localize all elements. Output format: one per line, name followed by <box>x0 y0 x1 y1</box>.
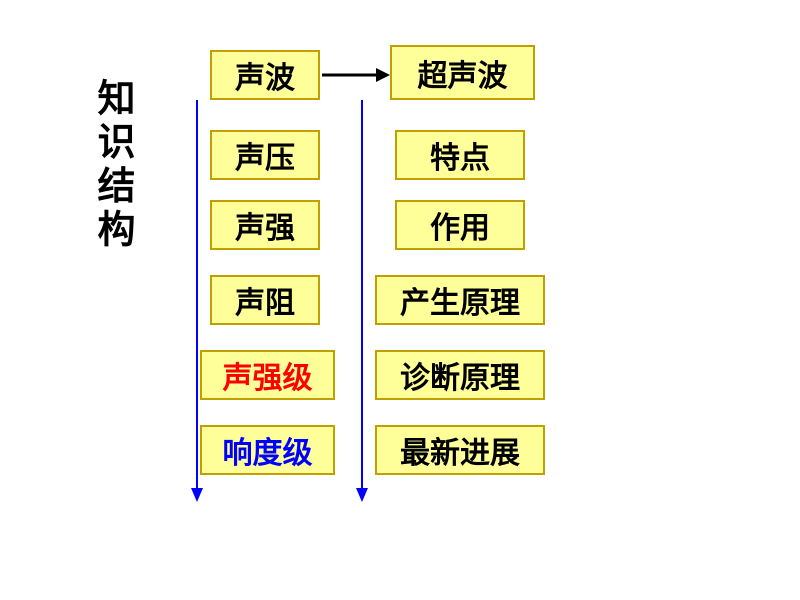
node-shengqiang: 声强 <box>210 200 320 250</box>
node-shengbo: 声波 <box>210 50 320 100</box>
node-chaoshengbo: 超声波 <box>390 45 535 100</box>
node-zuoyong: 作用 <box>395 200 525 250</box>
node-tedian: 特点 <box>395 130 525 180</box>
node-zuixin: 最新进展 <box>375 425 545 475</box>
node-shengqiangji: 声强级 <box>200 350 335 400</box>
node-shengya: 声压 <box>210 130 320 180</box>
node-xiangduji: 响度级 <box>200 425 335 475</box>
node-shengzu: 声阻 <box>210 275 320 325</box>
page-title: 知识结构 <box>85 78 140 253</box>
node-zhenduan: 诊断原理 <box>375 350 545 400</box>
node-chansheng: 产生原理 <box>375 275 545 325</box>
